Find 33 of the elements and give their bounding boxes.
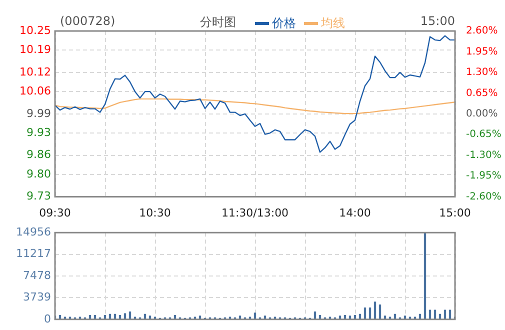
y2-tick-label: -1.30%: [466, 150, 502, 161]
text: 15:00: [420, 14, 455, 28]
y-tick-label: 7478: [23, 268, 51, 282]
y-tick-label: 9.99: [26, 106, 51, 120]
x-tick-label: 14:00: [339, 206, 371, 220]
y-tick-label: 9.86: [26, 148, 51, 162]
y-tick-label: 9.80: [26, 167, 51, 180]
x-tick-label: 11:30/13:00: [221, 206, 289, 220]
chart-title: (000728): [60, 14, 116, 28]
y-tick-label: 3739: [23, 290, 51, 304]
x-tick-label: 15:00: [439, 206, 471, 220]
y2-tick-label: 1.95%: [466, 46, 498, 58]
y2-tick-label: 0.65%: [466, 88, 498, 99]
y2-tick-label: 0.00%: [466, 108, 498, 120]
y2-tick-label: -1.95%: [466, 170, 502, 182]
x-tick-label: 09:30: [39, 206, 71, 220]
y-tick-label: 0: [44, 312, 51, 326]
y-tick-label: 9.73: [26, 190, 51, 203]
y2-tick-label: -2.60%: [466, 191, 502, 202]
y2-tick-label: -0.65%: [466, 129, 502, 140]
y2-tick-label: 2.60%: [466, 26, 498, 37]
y-tick-label: 10.25: [20, 24, 51, 37]
y-tick-label: 11217: [16, 247, 51, 260]
legend-label: 价格: [272, 15, 296, 32]
y-tick-label: 10.19: [20, 42, 51, 56]
legend-label: 均线: [321, 15, 345, 32]
x-tick-label: 10:30: [139, 206, 171, 220]
y-tick-label: 10.12: [20, 65, 51, 78]
y2-tick-label: 1.30%: [466, 67, 498, 78]
y-tick-label: 10.06: [20, 84, 51, 98]
y-tick-label: 14956: [16, 225, 51, 238]
chart-subtitle: 分时图: [200, 14, 236, 31]
y-tick-label: 9.93: [26, 126, 51, 139]
